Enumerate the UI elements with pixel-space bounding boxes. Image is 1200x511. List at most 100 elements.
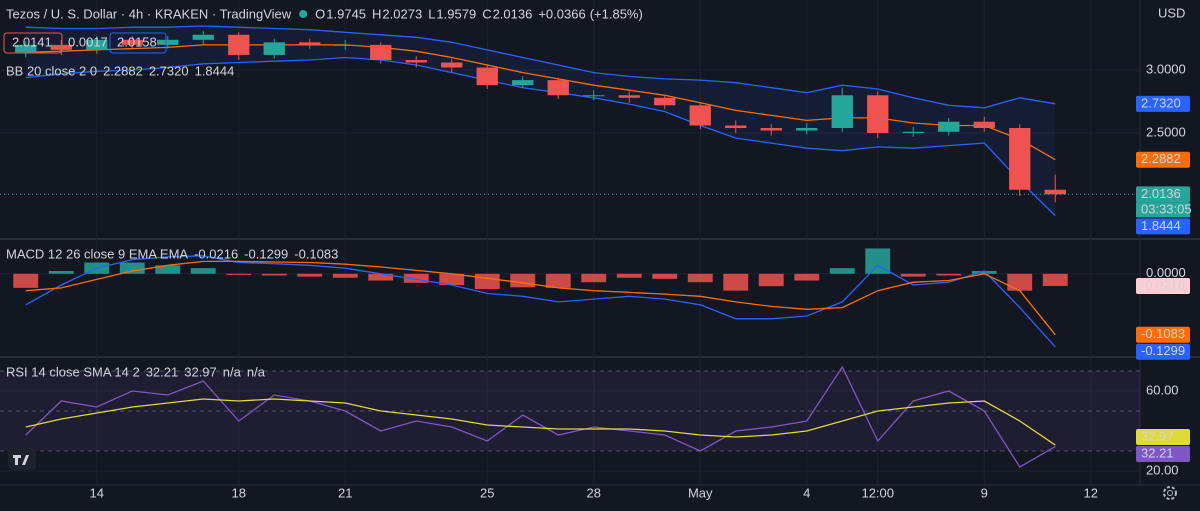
legend-value: -0.1299 [244,246,288,261]
candle-body [973,121,995,129]
ohlc-label: H [372,6,381,21]
signal-value: -0.1083 [1141,326,1185,341]
x-tick-label: 4 [803,485,810,500]
histogram-bar [439,273,465,286]
candle-body [228,34,250,55]
legend-layer: 2.5000 3.0000 0.0000 20.00 60.00 14 18 21 25 28 Ma… [3,5,1192,500]
buy-button[interactable] [109,32,167,54]
histogram-bar [616,273,642,278]
ohlc-value: 1.9579 [436,6,476,21]
macd-line [25,255,1056,348]
y-tick-label: 60.00 [1146,382,1179,397]
x-tick-label: 18 [232,485,246,500]
candle-body [618,95,640,98]
bb-upper-line [25,25,1056,109]
legend-value: 2.2882 [103,63,143,78]
histogram-bar [48,270,74,274]
sell-price: 2.0141 [12,34,52,49]
histogram-bar [1042,273,1068,286]
ohlc-label: L [428,6,435,21]
candle-body [725,125,747,129]
candle-body [512,80,534,86]
countdown-bg [1136,202,1190,218]
candle-body [441,62,463,68]
candle-body [547,80,569,96]
histogram-bar [829,268,855,274]
histogram-bar [297,273,323,277]
currency[interactable]: USD [1158,5,1185,20]
histogram-bar [119,262,145,274]
candle-body [334,44,356,46]
candle-body [1009,128,1031,190]
ohlc-value: 2.0273 [382,6,422,21]
rsi-value: 32.21 [1141,445,1174,460]
bb-lower-line [25,56,1056,217]
logo [8,448,36,470]
histogram-bar [581,273,607,283]
countdown: 03:33:05 [1141,201,1192,216]
histogram-bar [1007,273,1033,291]
candle-body [689,105,711,126]
rsi-value-bg [1136,446,1190,463]
histogram-value: -0.0216 [1141,277,1185,292]
ohlc-label: O [315,6,325,21]
legend-value: 32.21 [146,364,179,379]
histogram-bar [474,273,500,289]
histogram-bar [403,273,429,283]
y-tick-label: 0.0000 [1146,265,1186,280]
y-tick-label: 3.0000 [1146,61,1186,76]
legend-value: -0.1083 [294,246,338,261]
legend-value: 1.8444 [195,63,235,78]
histogram-bar [794,273,820,281]
x-tick-label: 12 [1084,485,1098,500]
x-tick-label: 12:00 [861,485,894,500]
bb-basis-value-bg [1136,151,1190,168]
histogram-bar [652,273,678,279]
legend-value: 2.7320 [149,63,189,78]
grid-layer [0,0,1140,485]
rsi-sma-line [25,398,1056,446]
candle-body [760,128,782,131]
symbol-title: Tezos / U. S. Dollar · 4h · KRAKEN · Tra… [6,6,292,21]
sma-value: 32.97 [1141,428,1174,443]
histogram-bar [190,268,216,274]
legend-value: 32.97 [184,364,217,379]
sma-value-bg [1136,429,1190,446]
histogram-bar [332,273,358,278]
last-price-value-bg [1136,186,1190,203]
candle-body [476,67,498,86]
x-tick-label: 21 [338,485,352,500]
legend-title: RSI 14 close SMA 14 2 [6,364,140,379]
candle-body [50,44,72,50]
x-tick-label: 28 [587,485,601,500]
legend-value: n/a [247,364,266,379]
plot-layer [0,25,1140,468]
x-tick-label: May [688,485,713,500]
bb-basis-value: 2.2882 [1141,151,1181,166]
histogram-bar [936,273,962,276]
rsi-line [25,365,1056,468]
candle-body [121,39,143,45]
sell-button[interactable] [3,32,63,54]
y-tick-label: 20.00 [1146,462,1179,477]
candle-body [15,44,37,53]
histogram-bar [545,273,571,288]
candle-body [867,95,889,134]
legend-value: n/a [223,364,242,379]
y-tick-label: 2.5000 [1146,124,1186,139]
bb-upper-value-bg [1136,95,1190,112]
histogram-bar [13,273,39,288]
x-tick-label: 9 [981,485,988,500]
histogram-bar [971,270,997,274]
bb-lower-value-bg [1136,218,1190,235]
candle-body [583,95,605,97]
histogram-bar [226,273,252,275]
histogram-bar [687,273,713,283]
macd-value: -0.1299 [1141,343,1185,358]
settings-icon[interactable] [1163,486,1177,500]
candle-body [157,39,179,45]
buy-price: 2.0158 [117,34,157,49]
candle-body [902,131,924,134]
bb-upper-value: 2.7320 [1141,95,1181,110]
